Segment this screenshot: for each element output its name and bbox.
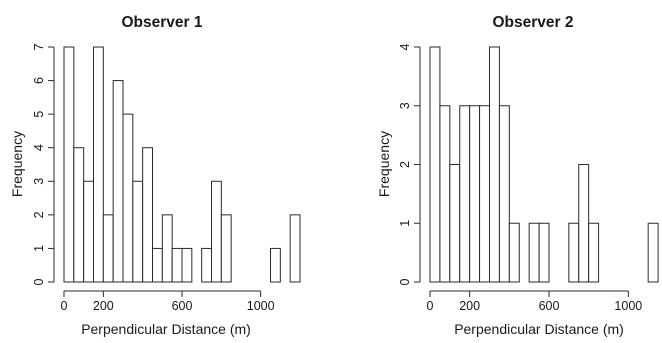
observer-1-title: Observer 1 xyxy=(122,14,203,31)
observer-1-axes: 0 200 600 1000 0 1 2 3 4 5 6 7 xyxy=(32,43,275,313)
observer-1-y-tick-label: 7 xyxy=(32,43,46,50)
observer-1-x-tick-label: 0 xyxy=(61,299,68,313)
observer-1-bar xyxy=(220,214,232,283)
observer-2-bar xyxy=(489,46,500,283)
observer-1-bars xyxy=(63,46,301,283)
observer-1-bar xyxy=(161,214,173,283)
observer-2-y-tick-label: 2 xyxy=(398,161,412,168)
observer-1-bar xyxy=(211,180,222,283)
observer-2-title: Observer 2 xyxy=(493,14,574,31)
observer-1-bar xyxy=(171,247,183,283)
observer-1-bar xyxy=(102,214,114,283)
observer-2-x-axis-label: Perpendicular Distance (m) xyxy=(454,321,624,337)
observer-2-bar xyxy=(459,105,471,283)
observer-2-y-tick-label: 3 xyxy=(398,102,412,109)
observer-2-y-axis-label: Frequency xyxy=(376,131,392,197)
observer-1-y-tick-label: 6 xyxy=(32,77,46,84)
observer-2-bar xyxy=(588,222,600,283)
observer-1-y-tick-label: 4 xyxy=(32,144,46,151)
observer-2-y-tick-label: 1 xyxy=(398,220,412,227)
observer-1-x-tick-label: 200 xyxy=(93,299,114,313)
observer-2-x-tick-label: 600 xyxy=(539,299,560,313)
observer-1-bar xyxy=(112,80,124,283)
observer-1-bar xyxy=(122,113,134,283)
observer-1-bar xyxy=(132,180,144,283)
observer-1-y-tick-label: 3 xyxy=(32,178,46,185)
observer-1-bar xyxy=(63,46,75,283)
observer-2-x-tick-label: 1000 xyxy=(614,299,642,313)
observer-1-y-axis-label: Frequency xyxy=(9,131,25,197)
observer-1-bar xyxy=(181,247,193,283)
observer-1-bar xyxy=(73,147,85,283)
observer-1-bar xyxy=(83,180,94,283)
observer-2-y-tick-label: 4 xyxy=(398,43,412,50)
observer-1-y-tick-label: 1 xyxy=(32,245,46,252)
observer-1-bar xyxy=(270,247,281,283)
observer-2-bar xyxy=(578,164,590,283)
observer-2-bar xyxy=(429,46,441,283)
observer-1-panel: Observer 1 Perpendicular Distance (m) Fr… xyxy=(9,14,301,337)
observer-1-x-tick-label: 1000 xyxy=(247,299,275,313)
observer-2-bar xyxy=(439,105,451,283)
observer-2-y-tick-label: 0 xyxy=(398,278,412,285)
observer-1-bar xyxy=(152,247,163,283)
observer-1-bar xyxy=(289,214,301,283)
observer-2-bar xyxy=(528,222,540,283)
observer-1-bar xyxy=(93,46,104,283)
observer-2-x-tick-label: 0 xyxy=(427,299,434,313)
observer-2-bars xyxy=(429,46,659,283)
observer-1-x-tick-label: 600 xyxy=(172,299,193,313)
observer-2-axes: 0 200 600 1000 0 1 2 3 4 xyxy=(398,43,642,313)
observer-2-bar xyxy=(568,222,580,283)
observer-1-bar xyxy=(201,247,213,283)
observer-1-y-tick-label: 0 xyxy=(32,278,46,285)
observer-2-bar xyxy=(508,222,520,283)
observer-2-bar xyxy=(449,164,461,283)
observer-2-bar xyxy=(479,105,491,283)
observer-1-y-tick-label: 5 xyxy=(32,111,46,118)
observer-1-x-axis-label: Perpendicular Distance (m) xyxy=(81,321,251,337)
observer-2-x-tick-label: 200 xyxy=(459,299,480,313)
observer-2-bar xyxy=(469,105,481,283)
observer-2-bar xyxy=(647,222,659,283)
observer-1-bar xyxy=(142,147,154,283)
observer-2-panel: Observer 2 Perpendicular Distance (m) Fr… xyxy=(376,14,659,337)
observer-2-bar xyxy=(498,105,510,283)
observer-2-bar xyxy=(538,222,550,283)
observer-1-y-tick-label: 2 xyxy=(32,211,46,218)
